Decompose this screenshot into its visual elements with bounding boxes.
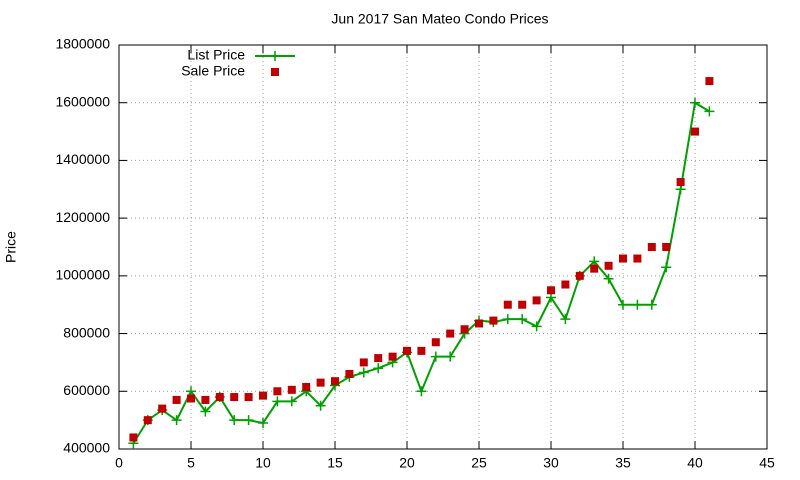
point: [705, 77, 714, 86]
point: [704, 106, 715, 117]
point: [259, 391, 267, 400]
point: [359, 358, 368, 367]
point: [575, 271, 584, 280]
point: [662, 243, 671, 251]
point: [374, 354, 383, 363]
point: [517, 314, 528, 325]
point: [460, 325, 469, 334]
legend-marker: [270, 51, 280, 61]
x-tick-label: 25: [471, 455, 487, 471]
x-tick-label: 35: [615, 455, 631, 471]
y-tick-label: 600000: [63, 382, 110, 398]
point: [331, 377, 339, 386]
point: [286, 396, 297, 407]
x-tick-label: 5: [187, 455, 195, 471]
legend-marker: [271, 68, 279, 76]
point: [590, 264, 599, 273]
point: [445, 351, 456, 362]
point: [446, 329, 455, 338]
point: [388, 352, 397, 361]
point: [215, 393, 224, 402]
legend-label: Sale Price: [181, 63, 245, 79]
point: [302, 382, 311, 391]
x-tick-label: 15: [327, 455, 343, 471]
x-tick-label: 45: [759, 455, 775, 471]
point: [475, 319, 483, 328]
x-tick-label: 10: [255, 455, 271, 471]
point: [403, 346, 411, 355]
point: [532, 296, 541, 305]
point: [273, 387, 282, 396]
point: [345, 369, 354, 378]
point: [661, 262, 672, 273]
point: [646, 299, 657, 310]
y-tick-label: 1800000: [55, 36, 110, 52]
point: [172, 395, 181, 404]
point: [518, 300, 527, 309]
point: [201, 395, 210, 404]
point: [272, 396, 283, 407]
point: [560, 314, 571, 325]
point: [691, 127, 699, 136]
point: [358, 367, 369, 378]
point: [287, 385, 296, 394]
x-tick-label: 40: [687, 455, 703, 471]
point: [143, 416, 152, 425]
point: [200, 406, 211, 417]
point: [417, 346, 426, 355]
point: [604, 261, 613, 270]
point: [129, 433, 138, 442]
point: [633, 254, 642, 263]
plot-frame: [118, 44, 768, 450]
point: [502, 314, 513, 325]
point: [690, 97, 700, 108]
point: [503, 300, 512, 309]
point: [244, 393, 253, 402]
point: [603, 273, 614, 284]
point: [316, 378, 325, 387]
legend-label: List Price: [187, 47, 245, 63]
point: [561, 280, 570, 289]
x-tick-label: 20: [399, 455, 415, 471]
point: [676, 178, 685, 187]
point: [531, 321, 542, 332]
x-tick-label: 0: [115, 455, 123, 471]
y-tick-label: 1000000: [55, 267, 110, 283]
chart-title: Jun 2017 San Mateo Condo Prices: [331, 11, 548, 27]
point: [187, 394, 195, 403]
point: [547, 286, 555, 295]
point: [315, 400, 326, 411]
y-tick-label: 1200000: [55, 209, 110, 225]
point: [430, 351, 441, 362]
point: [416, 386, 427, 397]
point: [647, 243, 656, 251]
point: [431, 338, 440, 347]
point: [243, 415, 254, 426]
y-tick-label: 800000: [63, 324, 110, 340]
point: [158, 404, 167, 413]
y-axis-label: Price: [3, 231, 19, 263]
point: [618, 299, 628, 310]
y-tick-label: 1600000: [55, 93, 110, 109]
y-tick-label: 400000: [63, 440, 110, 456]
y-tick-label: 1400000: [55, 151, 110, 167]
point: [373, 363, 384, 374]
point: [230, 393, 239, 402]
point: [632, 299, 643, 310]
point: [229, 415, 240, 426]
point: [489, 316, 498, 325]
point: [619, 254, 627, 263]
x-tick-label: 30: [543, 455, 559, 471]
point: [171, 415, 182, 426]
point: [258, 418, 268, 429]
